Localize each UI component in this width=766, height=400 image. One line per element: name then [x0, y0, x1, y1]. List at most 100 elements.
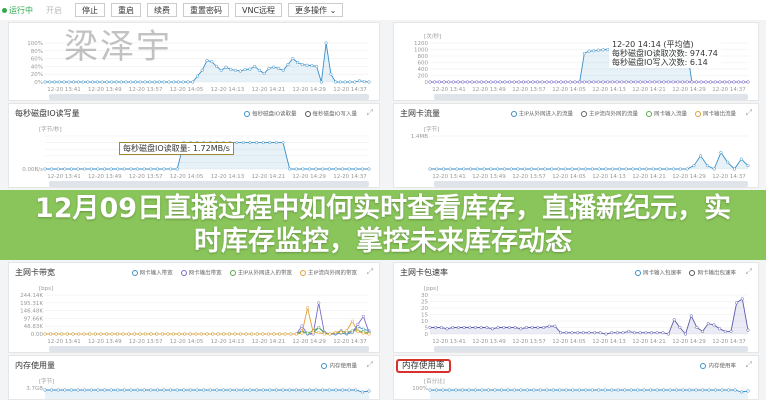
legend-label: 网卡输入流量	[653, 111, 687, 118]
expand-icon[interactable]: ⤢	[366, 108, 373, 117]
time-range-slider[interactable]	[434, 346, 748, 352]
time-range-slider[interactable]	[49, 346, 369, 352]
y-tick-label: 400	[418, 67, 429, 73]
data-point	[456, 325, 460, 330]
reset-password-button[interactable]: 重置密码	[183, 3, 229, 17]
data-point	[617, 167, 621, 171]
legend-item[interactable]: 主IP流向外网的流量	[581, 111, 638, 119]
legend-item[interactable]: 网卡输入带宽	[131, 270, 173, 278]
legend-item[interactable]: 网卡输出带宽	[180, 270, 222, 278]
legend-marker-icon	[694, 111, 701, 117]
data-point	[300, 324, 304, 328]
x-tick-label: 12-20 14:29	[292, 339, 326, 345]
chart-title: 主网卡流量	[400, 109, 440, 118]
status-text: 运行中	[9, 5, 33, 15]
data-point	[434, 325, 438, 330]
y-tick-label: 100%	[27, 41, 43, 47]
x-tick-label: 12-20 13:41	[432, 339, 466, 345]
data-point	[530, 325, 534, 330]
legend-item[interactable]: 网卡输入流量	[645, 111, 687, 119]
legend-item[interactable]: 每秒磁盘IO写入量	[304, 111, 357, 119]
data-point	[327, 167, 331, 171]
start-button[interactable]: 开启	[39, 3, 69, 17]
legend-item[interactable]: 内存使用量	[321, 363, 357, 371]
renew-button[interactable]: 续费	[147, 3, 177, 17]
chart-title: 内存使用率	[396, 359, 451, 373]
data-point	[162, 388, 166, 392]
expand-icon[interactable]: ⤢	[745, 108, 752, 117]
data-point	[662, 80, 666, 84]
legend-item[interactable]: 每秒磁盘IO读取量	[244, 111, 297, 119]
data-point	[210, 60, 214, 64]
data-point	[122, 167, 126, 171]
x-tick-label: 12-20 13:49	[472, 174, 506, 180]
time-range-slider[interactable]	[49, 94, 369, 100]
article-title: 12月09日直播过程中如何实时查看库存，直播新纪元，实时库存监控，掌控未来库存动…	[34, 193, 732, 257]
data-point	[638, 167, 642, 171]
legend-item[interactable]: 主IP从外网进入的带宽	[229, 270, 292, 278]
data-point	[110, 80, 114, 84]
data-point	[451, 325, 455, 330]
data-point	[124, 80, 128, 84]
expand-icon[interactable]: ⤢	[745, 360, 752, 369]
y-tick-label: 0	[425, 80, 429, 86]
data-point	[307, 167, 312, 171]
data-point	[475, 167, 479, 171]
expand-icon[interactable]: ⤢	[366, 267, 373, 276]
data-point	[214, 64, 219, 68]
legend-marker-icon	[304, 111, 311, 117]
expand-icon[interactable]: ⤢	[745, 267, 752, 276]
data-point	[706, 322, 710, 326]
time-range-slider[interactable]	[49, 181, 369, 187]
data-point	[361, 331, 365, 335]
legend-label: 内存使用量	[329, 363, 357, 370]
x-tick-label: 12-20 13:49	[88, 339, 122, 345]
time-range-slider[interactable]	[434, 181, 748, 187]
data-point	[428, 80, 432, 84]
legend-item[interactable]: 内存使用率	[700, 363, 736, 371]
data-point	[166, 332, 170, 336]
vnc-remote-button[interactable]: VNC远程	[235, 3, 283, 17]
data-point	[274, 388, 278, 392]
chart-legend: 网卡输入带宽 网卡输出带宽 主IP从外网进入的带宽 主IP流向外网的带宽	[131, 270, 357, 278]
data-point	[506, 388, 510, 392]
data-point	[598, 331, 602, 335]
data-point	[479, 80, 483, 84]
data-point	[473, 388, 477, 392]
data-point	[114, 80, 119, 84]
data-point	[638, 80, 642, 84]
x-tick-label: 12-20 14:13	[211, 174, 245, 180]
more-actions-button[interactable]: 更多操作 ⌄	[288, 3, 344, 17]
y-tick-label: 1.4MB	[411, 134, 428, 140]
legend-item[interactable]: 网卡输出流量	[694, 111, 736, 119]
x-tick-label: 12-20 14:05	[170, 174, 204, 180]
data-point	[367, 80, 371, 84]
data-point	[215, 388, 219, 392]
data-point	[733, 388, 737, 392]
legend-item[interactable]: 主IP从外网进入的流量	[510, 111, 573, 119]
time-range-slider[interactable]	[434, 94, 748, 100]
legend-item[interactable]: 网卡输出包速率	[689, 270, 736, 278]
data-point	[288, 388, 292, 392]
data-point	[188, 332, 192, 336]
data-point	[445, 327, 449, 331]
legend-item[interactable]: 网卡输入包速率	[634, 270, 681, 278]
stop-button[interactable]: 停止	[75, 3, 105, 17]
expand-icon[interactable]: ⤢	[366, 360, 373, 369]
data-point	[281, 141, 285, 145]
data-point	[558, 388, 562, 392]
data-point	[224, 65, 228, 69]
x-tick-label: 12-20 13:49	[472, 87, 506, 93]
data-point	[652, 80, 657, 84]
data-point	[564, 331, 568, 335]
y-tick-label: 25	[421, 300, 428, 306]
data-point	[329, 72, 333, 76]
data-point	[199, 332, 203, 336]
y-axis-unit: [字节]	[424, 125, 439, 133]
legend-item[interactable]: 主IP流向外网的带宽	[300, 270, 357, 278]
chart-plot: 0% 20% 40%60% 80% 100% 12-20 13:41 12-20 13:49…	[27, 41, 371, 100]
data-point	[71, 332, 75, 336]
data-point	[441, 167, 446, 171]
restart-button[interactable]: 重启	[111, 3, 141, 17]
data-point	[227, 332, 231, 336]
